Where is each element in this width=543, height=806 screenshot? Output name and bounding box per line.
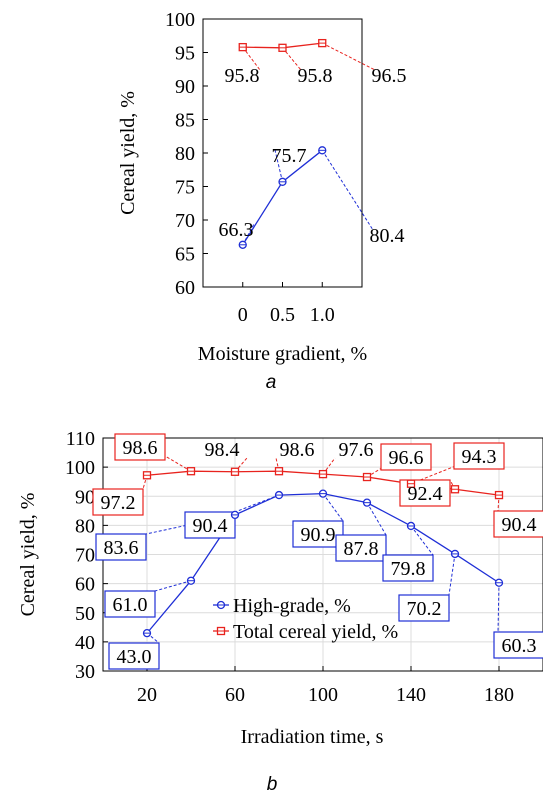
data-label-a: 95.8	[225, 65, 260, 87]
y-tick-label-a: 70	[175, 210, 195, 232]
y-tick-label-b: 90	[75, 486, 95, 508]
y-tick-label-a: 90	[175, 76, 195, 98]
data-label-b: 90.9	[301, 524, 336, 546]
data-label-a: 95.8	[298, 65, 333, 87]
label-box-b	[108, 642, 160, 670]
y-tick-label-a: 100	[165, 9, 195, 31]
y-tick-label-a: 80	[175, 143, 195, 165]
x-tick-label-b: 60	[225, 684, 245, 706]
leader-line-b	[448, 553, 456, 596]
leader-line-a	[321, 150, 374, 231]
label-box-b	[114, 433, 166, 461]
y-tick-label-a: 75	[175, 177, 195, 199]
data-label-a: 96.5	[372, 65, 407, 87]
x-tick-label-a: 0.5	[270, 304, 295, 326]
leader-line-b	[234, 457, 248, 473]
data-label-b: 79.8	[391, 558, 426, 580]
leader-line-b	[154, 580, 192, 592]
leader-line-b	[164, 455, 192, 472]
data-label-a: 66.3	[219, 219, 254, 241]
y-tick-label-a: 60	[175, 277, 195, 299]
panel-label-a: a	[266, 372, 277, 393]
y-tick-label-b: 40	[75, 632, 95, 654]
data-label-a: 75.7	[272, 145, 307, 167]
label-box-b	[92, 488, 144, 516]
data-label-b: 97.6	[339, 439, 374, 461]
data-label-b: 87.8	[344, 538, 379, 560]
y-tick-label-b: 30	[75, 661, 95, 683]
leader-line-b	[410, 464, 459, 485]
data-label-a: 80.4	[370, 225, 405, 247]
leader-line-b	[497, 582, 500, 633]
y-axis-label-b: Cereal yield, %	[17, 493, 39, 617]
data-label-b: 94.3	[462, 446, 497, 468]
label-box-b	[95, 533, 147, 561]
data-label-b: 97.2	[101, 492, 136, 514]
y-tick-label-b: 60	[75, 574, 95, 596]
data-label-b: 70.2	[407, 598, 442, 620]
leader-line-b	[322, 457, 336, 475]
x-tick-label-a: 0	[238, 304, 248, 326]
label-box-b	[380, 443, 432, 471]
data-label-b: 98.6	[123, 437, 158, 459]
y-tick-label-a: 95	[175, 43, 195, 65]
leader-line-a	[242, 223, 255, 246]
x-tick-label-a: 1.0	[310, 304, 335, 326]
legend-label: Total cereal yield, %	[233, 621, 398, 643]
legend-label: High-grade, %	[233, 595, 351, 617]
x-tick-label-b: 20	[137, 684, 157, 706]
label-box-b	[453, 442, 505, 470]
y-tick-label-b: 80	[75, 515, 95, 537]
label-box-b	[398, 594, 450, 622]
data-label-b: 61.0	[113, 594, 148, 616]
y-tick-label-b: 50	[75, 603, 95, 625]
data-label-b: 96.6	[389, 447, 424, 469]
y-axis-label-a: Cereal yield, %	[117, 91, 139, 215]
label-box-b	[184, 511, 236, 539]
y-tick-label-a: 85	[175, 110, 195, 132]
data-label-b: 90.4	[193, 515, 228, 537]
data-label-b: 60.3	[502, 635, 537, 657]
leader-line-a	[274, 149, 283, 182]
label-box-b	[292, 520, 344, 548]
data-label-b: 90.4	[502, 514, 537, 536]
x-axis-label-a: Moisture gradient, %	[198, 343, 367, 365]
leader-line-b	[366, 502, 387, 536]
y-tick-label-b: 110	[66, 428, 95, 450]
leader-line-b	[410, 525, 434, 556]
x-tick-label-b: 100	[308, 684, 338, 706]
data-label-b: 92.4	[408, 483, 443, 505]
y-tick-label-b: 70	[75, 545, 95, 567]
y-tick-label-b: 100	[65, 457, 95, 479]
label-box-b	[104, 590, 156, 618]
label-box-b	[335, 534, 387, 562]
label-box-b	[493, 510, 543, 538]
leader-line-b	[234, 494, 280, 513]
x-tick-label-b: 140	[396, 684, 426, 706]
data-label-b: 98.6	[280, 439, 315, 461]
leader-line-b	[322, 493, 344, 522]
y-tick-label-a: 65	[175, 244, 195, 266]
panel-label-b: b	[267, 774, 278, 795]
data-label-b: 98.4	[205, 439, 240, 461]
label-box-b	[382, 554, 434, 582]
data-label-b: 83.6	[104, 537, 139, 559]
data-label-b: 43.0	[117, 646, 152, 668]
label-box-b	[493, 631, 543, 659]
x-axis-label-b: Irradiation time, s	[241, 726, 384, 748]
x-tick-label-b: 180	[484, 684, 514, 706]
